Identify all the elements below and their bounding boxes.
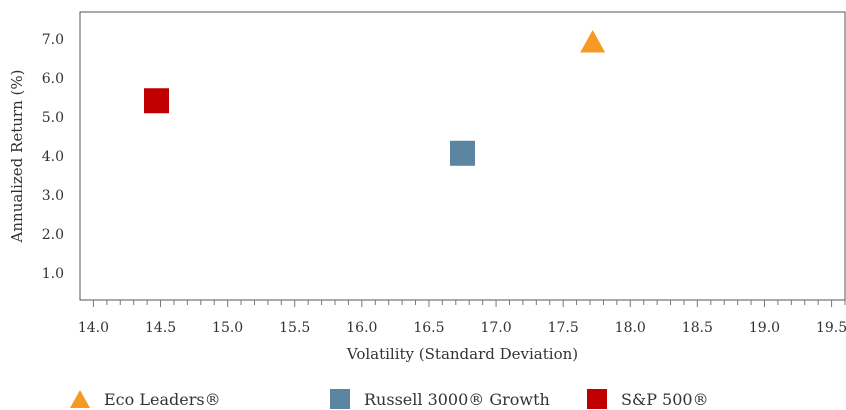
legend-label: Eco Leaders®	[104, 390, 221, 409]
x-tick-label: 17.0	[480, 320, 511, 336]
x-tick-label: 19.0	[749, 320, 780, 336]
x-tick-label: 14.5	[145, 320, 176, 336]
x-tick-label: 17.5	[548, 320, 579, 336]
plot-frame	[79, 11, 846, 301]
x-tick-label: 18.0	[615, 320, 646, 336]
legend-label: S&P 500®	[621, 390, 709, 409]
y-tick-label: 4.0	[42, 149, 64, 165]
x-tick-label: 18.5	[682, 320, 713, 336]
x-tick-label: 16.5	[413, 320, 444, 336]
data-point	[144, 88, 169, 114]
y-tick-label: 6.0	[42, 71, 64, 87]
x-tick-label: 19.5	[816, 320, 846, 336]
y-tick-label: 2.0	[42, 227, 64, 243]
y-tick-label: 5.0	[42, 110, 64, 126]
x-minor-ticks	[92, 300, 846, 307]
data-point	[450, 140, 475, 166]
data-points	[144, 29, 606, 166]
y-tick-label: 7.0	[42, 32, 64, 48]
legend-label: Russell 3000® Growth	[364, 390, 550, 409]
x-tick-label: 14.0	[78, 320, 109, 336]
y-axis-title: Annualized Return (%)	[8, 70, 26, 244]
legend: Eco Leaders® Russell 3000® Growth S&P 500®	[70, 389, 709, 409]
legend-marker	[70, 390, 90, 408]
data-point	[580, 29, 606, 53]
x-tick-labels: 14.0 14.5 15.0 15.5 16.0 16.5 17.0 17.5 18.0 18.5…	[78, 320, 846, 336]
x-tick-label: 16.0	[346, 320, 377, 336]
x-axis-title: Volatility (Standard Deviation)	[346, 345, 578, 363]
y-tick-label: 3.0	[42, 188, 64, 204]
legend-marker	[587, 389, 607, 409]
y-tick-labels: 1.0 2.0 3.0 4.0 5.0 6.0 7.0	[42, 32, 64, 282]
x-tick-label: 15.5	[279, 320, 310, 336]
legend-marker	[330, 389, 350, 409]
plot-area	[79, 11, 846, 301]
x-tick-label: 15.0	[212, 320, 243, 336]
y-tick-label: 1.0	[42, 266, 64, 282]
